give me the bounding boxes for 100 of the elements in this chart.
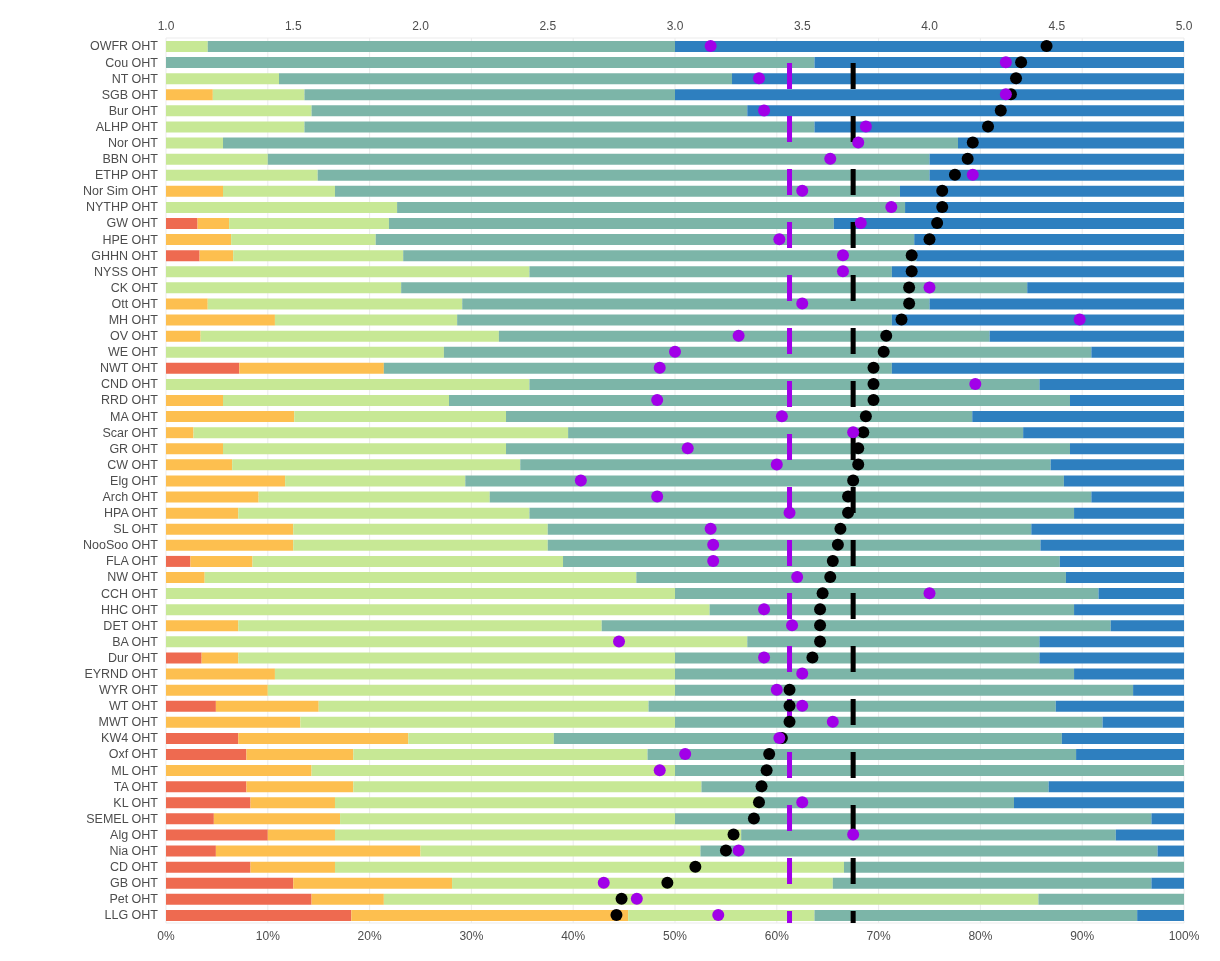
bar [304,89,675,101]
bar [457,314,892,326]
point [669,345,681,358]
y-tick-label: SL OHT [113,522,159,537]
point [847,426,860,439]
bar [274,668,675,680]
bar [506,411,973,423]
bar [317,169,930,181]
y-tick-label: HPE OHT [102,232,159,247]
point [707,554,720,567]
bar [166,491,259,503]
point [859,120,872,133]
bar [199,250,234,262]
point [814,603,827,616]
y-tick-label: BBN OHT [102,152,159,167]
point [704,522,717,535]
bar [465,475,1064,487]
bar [166,346,444,358]
bar [166,507,239,519]
point [775,410,788,423]
bar [732,73,1184,85]
x2-tick-label: 1.5 [284,19,302,33]
x2-tick-label: 5.0 [1175,19,1193,33]
point [903,297,916,310]
x-tick-label: 30% [459,928,484,943]
point [747,812,760,825]
bar [449,395,1070,406]
point [760,764,773,777]
bar [1137,909,1184,921]
bar [1102,716,1184,728]
bar [832,877,1152,889]
bar [279,73,733,85]
point [651,490,664,503]
point [867,377,880,390]
bar [231,234,376,246]
point [859,410,872,423]
bar [351,909,629,921]
bar [223,443,507,455]
point [982,120,995,133]
bar [397,201,906,213]
bar [201,652,239,664]
point [1073,313,1086,326]
point [831,538,844,551]
point [770,683,783,696]
bar [701,781,1049,793]
y-tick-label: Alg OHT [110,827,159,842]
bar [506,443,1070,455]
bar [563,555,1060,567]
bar [166,861,251,873]
bar [215,845,421,857]
bar [891,266,1184,278]
bar [353,781,702,793]
point [814,619,827,632]
bar [166,411,295,423]
bar [166,330,201,342]
y-tick-label: SGB OHT [101,87,159,102]
y-tick-label: OWFR OHT [89,39,159,54]
x-tick-label: 60% [764,928,790,943]
y-tick-label: NYSS OHT [94,264,159,279]
y-tick-label: NYTHP OHT [86,200,159,215]
point [836,249,849,262]
bar [443,346,1092,358]
bar [166,362,240,374]
bar [375,234,915,246]
bar [238,652,675,664]
bar [258,491,490,503]
point [615,892,628,905]
point [999,56,1012,69]
bar [747,636,1040,648]
bar [166,169,318,181]
point [653,764,666,777]
y-tick-label: NT OHT [111,71,159,86]
bar [207,41,675,52]
point [814,635,827,648]
bar [647,749,1077,760]
point [653,361,666,374]
bar [972,411,1184,423]
bar [166,378,530,390]
point [948,168,961,181]
bar [238,507,530,519]
y-tick-label: CCH OHT [101,586,159,601]
point [857,426,870,439]
bar [1023,427,1184,439]
bar [166,185,224,197]
y-tick-label: MWT OHT [98,715,159,730]
bar [166,797,251,809]
point [905,265,918,278]
bar [700,845,1158,857]
point [679,748,692,761]
point [847,828,860,841]
bar [166,732,239,744]
bar [274,314,458,326]
point [1010,72,1023,85]
bar [294,411,507,423]
bar [166,298,208,310]
bar [293,877,453,889]
bar [311,765,675,777]
point [763,748,776,761]
y-tick-label: Scar OHT [102,425,159,440]
x-tick-label: 70% [866,928,891,943]
